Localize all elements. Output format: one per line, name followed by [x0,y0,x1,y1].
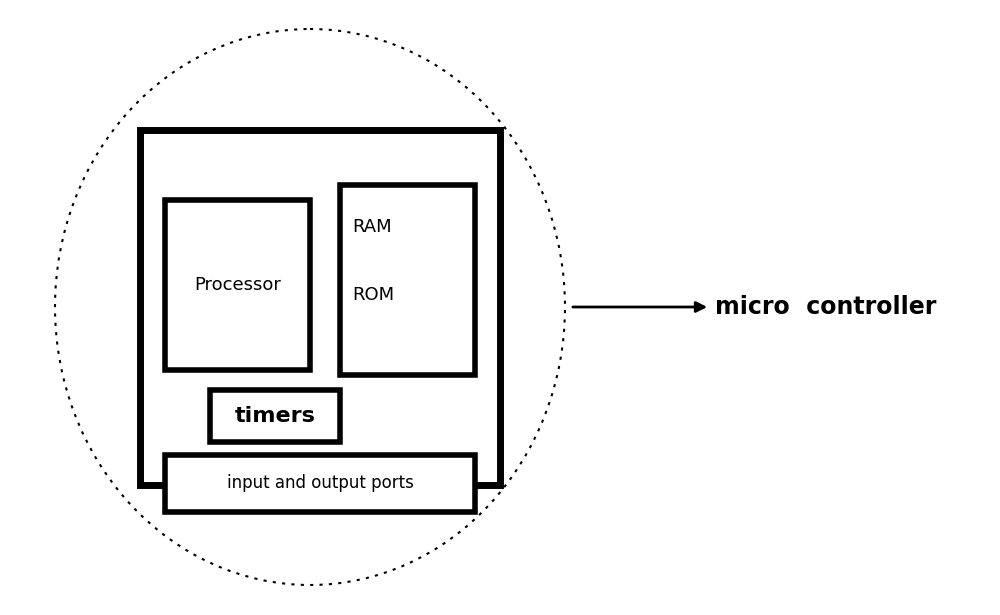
Text: micro  controller: micro controller [715,295,936,319]
Bar [210,390,340,442]
Bar [140,130,500,485]
Text: Processor: Processor [194,276,281,294]
Bar [340,185,475,375]
Text: RAM: RAM [352,218,392,236]
Text: timers: timers [235,406,315,426]
Bar [165,200,310,370]
Text: ROM: ROM [352,286,394,304]
Text: input and output ports: input and output ports [227,475,413,493]
Bar [165,455,475,512]
